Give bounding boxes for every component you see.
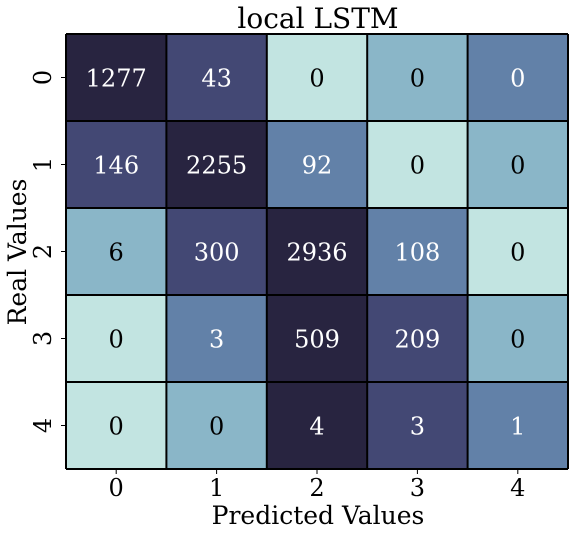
heatmap-cell-r3-c3 bbox=[367, 295, 468, 382]
y-tick-label: 1 bbox=[29, 157, 57, 172]
heatmap-cell-r0-c4 bbox=[467, 34, 568, 121]
heatmap-cell-r1-c0 bbox=[66, 121, 167, 208]
cell-value-label: 0 bbox=[510, 239, 525, 267]
cell-value-label: 92 bbox=[302, 152, 333, 180]
heatmap-cell-r4-c0 bbox=[66, 382, 167, 469]
heatmap-cell-r1-c1 bbox=[166, 121, 267, 208]
heatmap-cell-r2-c4 bbox=[467, 208, 568, 295]
cell-value-label: 0 bbox=[109, 326, 124, 354]
heatmap-cell-r2-c1 bbox=[166, 208, 267, 295]
cell-value-label: 1 bbox=[510, 413, 525, 441]
x-tick-label: 1 bbox=[209, 474, 224, 502]
cell-value-label: 2255 bbox=[186, 152, 247, 180]
x-axis-ticks: 0 1 2 3 4 bbox=[109, 469, 525, 502]
y-axis-label: Real Values bbox=[3, 179, 32, 326]
heatmap-cell-r2-c0 bbox=[66, 208, 167, 295]
heatmap-cell-r2-c3 bbox=[367, 208, 468, 295]
cell-value-label: 0 bbox=[410, 65, 425, 93]
cell-value-label: 3 bbox=[209, 326, 224, 354]
x-axis-label: Predicted Values bbox=[212, 501, 425, 530]
cell-value-label: 509 bbox=[294, 326, 340, 354]
cell-value-label: 6 bbox=[109, 239, 124, 267]
heatmap-cell-r1-c4 bbox=[467, 121, 568, 208]
heatmap-cell-r4-c2 bbox=[266, 382, 368, 469]
heatmap-cell-r0-c3 bbox=[367, 34, 468, 121]
x-tick-label: 0 bbox=[109, 474, 124, 502]
cell-value-label: 0 bbox=[309, 65, 324, 93]
y-axis-ticks: 0 1 2 3 4 bbox=[29, 70, 66, 433]
heatmap-cell-r1-c3 bbox=[367, 121, 468, 208]
cell-value-label: 4 bbox=[309, 413, 324, 441]
chart-title: local LSTM bbox=[237, 2, 398, 35]
y-tick-label: 3 bbox=[29, 331, 57, 346]
heatmap-cell-r3-c4 bbox=[467, 295, 568, 382]
cell-value-label: 146 bbox=[93, 152, 139, 180]
cell-value-label: 0 bbox=[109, 413, 124, 441]
heatmap-cell-r4-c4 bbox=[467, 382, 568, 469]
cell-value-label: 0 bbox=[510, 326, 525, 354]
x-tick-label: 3 bbox=[410, 474, 425, 502]
cell-value-label: 0 bbox=[209, 413, 224, 441]
heatmap-cell-r4-c1 bbox=[166, 382, 267, 469]
cell-value-label: 0 bbox=[510, 152, 525, 180]
x-tick-label: 2 bbox=[309, 474, 324, 502]
cell-value-label: 2936 bbox=[286, 239, 347, 267]
cell-value-label: 209 bbox=[394, 326, 440, 354]
cell-grid-lines bbox=[65, 33, 569, 470]
cell-value-label: 43 bbox=[201, 65, 232, 93]
heatmap-cell-r0-c1 bbox=[166, 34, 267, 121]
heatmap-cell-r1-c2 bbox=[266, 121, 368, 208]
cell-value-label: 0 bbox=[510, 65, 525, 93]
y-tick-label: 0 bbox=[29, 70, 57, 85]
cell-value-label: 300 bbox=[194, 239, 240, 267]
heatmap-cell-r4-c3 bbox=[367, 382, 468, 469]
heatmap-cell-r3-c0 bbox=[66, 295, 167, 382]
x-tick-label: 4 bbox=[510, 474, 525, 502]
y-tick-label: 2 bbox=[29, 244, 57, 259]
cell-value-label: 3 bbox=[410, 413, 425, 441]
y-tick-label: 4 bbox=[29, 418, 57, 433]
heatmap-cell-r3-c1 bbox=[166, 295, 267, 382]
heatmap-cell-r3-c2 bbox=[266, 295, 368, 382]
heatmap-cell-r0-c0 bbox=[66, 34, 167, 121]
cell-value-label: 1277 bbox=[86, 65, 147, 93]
cell-value-label: 0 bbox=[410, 152, 425, 180]
cell-value-label: 108 bbox=[394, 239, 440, 267]
heatmap-cell-r2-c2 bbox=[266, 208, 368, 295]
heatmap-cell-r0-c2 bbox=[266, 34, 368, 121]
